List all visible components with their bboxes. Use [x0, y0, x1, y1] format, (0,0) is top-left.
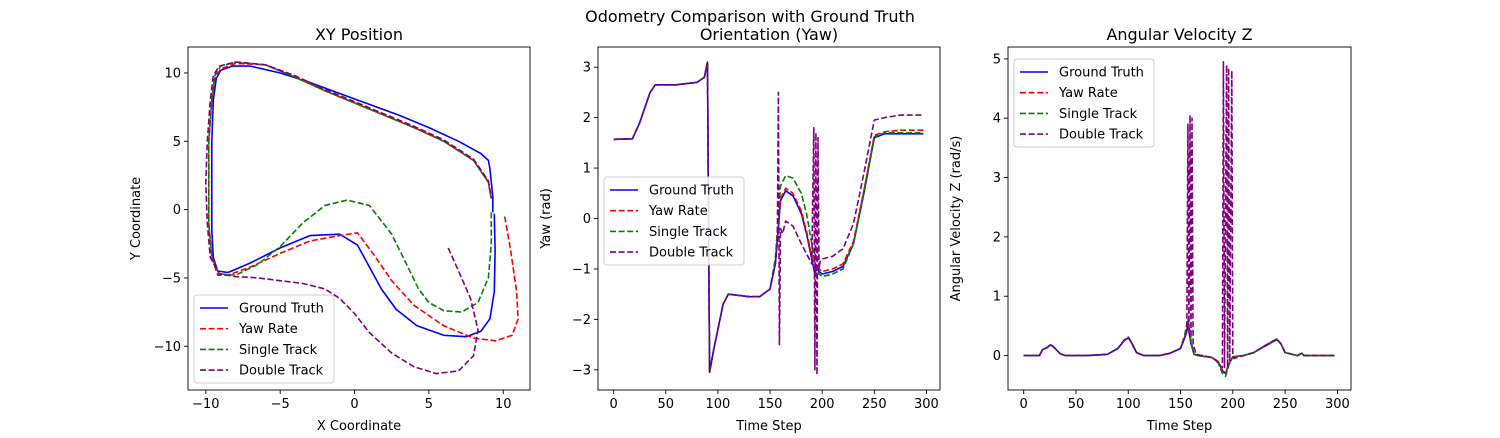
angular-velocity-panel: Angular Velocity Z 0 50 100 150 200 250 300 0 1 2 3… [949, 25, 1352, 434]
panel-title: XY Position [315, 25, 403, 44]
axes-frame [1007, 46, 1352, 391]
x-tick-label: 200 [810, 397, 835, 412]
y-tick-label: −10 [154, 340, 181, 355]
y-tick-label: 2 [583, 111, 591, 126]
y-axis-label: Yaw (rad) [539, 188, 554, 250]
legend-label-double-track: Double Track [649, 246, 734, 261]
y-tick-label: 10 [164, 66, 181, 81]
legend-label-single-track: Single Track [239, 343, 318, 358]
x-tick-label: −10 [192, 397, 219, 412]
x-tick-label: 5 [425, 397, 433, 412]
legend-label-yaw-rate: Yaw Rate [1058, 86, 1118, 101]
x-tick-label: 10 [495, 397, 512, 412]
x-tick-label: 150 [1168, 397, 1193, 412]
legend: Ground Truth Yaw Rate Single Track Double T… [603, 176, 745, 266]
legend-label-yaw-rate: Yaw Rate [238, 322, 298, 337]
axes-frame [187, 46, 531, 391]
x-tick-label: 100 [1116, 397, 1141, 412]
y-tick-label: 4 [993, 112, 1001, 127]
y-tick-label: 1 [583, 162, 591, 177]
legend-label-ground-truth: Ground Truth [1059, 66, 1144, 81]
y-tick-label: −2 [572, 313, 591, 328]
x-tick-label: 100 [705, 397, 730, 412]
y-tick-label: 0 [173, 203, 181, 218]
series-line-double-track [613, 61, 924, 376]
y-tick-label: −1 [572, 262, 591, 277]
x-tick-label: 50 [1068, 397, 1085, 412]
series-line-single-track [208, 61, 493, 313]
x-axis-label: X Coordinate [317, 419, 401, 434]
figure-suptitle: Odometry Comparison with Ground Truth [585, 7, 915, 26]
x-tick-label: 300 [1325, 397, 1350, 412]
legend-label-ground-truth: Ground Truth [649, 184, 734, 199]
series-line-double-track [1023, 60, 1335, 369]
xy-position-panel: XY Position −10 −5 0 5 10 −10 −5 0 5 10 X Coordinat… [129, 25, 531, 434]
x-tick-label: 200 [1220, 397, 1245, 412]
y-tick-label: 5 [993, 52, 1001, 67]
y-tick-label: 3 [583, 61, 591, 76]
panel-title: Orientation (Yaw) [700, 25, 838, 44]
y-tick-label: −3 [572, 363, 591, 378]
y-tick-label: 5 [173, 135, 181, 150]
legend: Ground Truth Yaw Rate Single Track Double T… [1013, 58, 1155, 148]
x-tick-label: 250 [1273, 397, 1298, 412]
x-tick-label: 300 [914, 397, 939, 412]
x-tick-label: −5 [271, 397, 290, 412]
legend-label-yaw-rate: Yaw Rate [648, 204, 708, 219]
y-tick-label: 3 [993, 171, 1001, 186]
x-tick-label: 0 [350, 397, 358, 412]
series-line-double-track [205, 61, 493, 375]
y-tick-label: 0 [583, 212, 591, 227]
legend-label-ground-truth: Ground Truth [239, 302, 324, 317]
y-tick-label: −5 [162, 271, 181, 286]
y-axis-label: Y Coordinate [129, 177, 144, 261]
x-tick-label: 50 [658, 397, 675, 412]
legend-label-single-track: Single Track [1059, 107, 1138, 122]
legend-label-single-track: Single Track [649, 225, 728, 240]
y-tick-label: 0 [993, 349, 1001, 364]
y-tick-label: 1 [993, 290, 1001, 305]
x-tick-label: 0 [609, 397, 617, 412]
x-tick-label: 150 [758, 397, 783, 412]
legend: Ground Truth Yaw Rate Single Track Double T… [193, 294, 335, 384]
orientation-yaw-panel: Orientation (Yaw) 0 50 100 150 200 250 300 −3 −2 −… [539, 25, 941, 434]
x-axis-label: Time Step [1146, 419, 1213, 434]
x-tick-label: 250 [862, 397, 887, 412]
legend-box [193, 294, 335, 384]
panel-title: Angular Velocity Z [1106, 25, 1252, 44]
legend-label-double-track: Double Track [1059, 128, 1144, 143]
legend-label-double-track: Double Track [239, 364, 324, 379]
series-line-single-track [1023, 317, 1335, 378]
y-axis-label: Angular Velocity Z (rad/s) [949, 136, 964, 302]
x-tick-label: 0 [1020, 397, 1028, 412]
series-line-ground-truth [211, 65, 496, 338]
legend-box [1013, 58, 1155, 148]
y-tick-label: 2 [993, 230, 1001, 245]
legend-box [603, 176, 745, 266]
x-axis-label: Time Step [735, 419, 802, 434]
